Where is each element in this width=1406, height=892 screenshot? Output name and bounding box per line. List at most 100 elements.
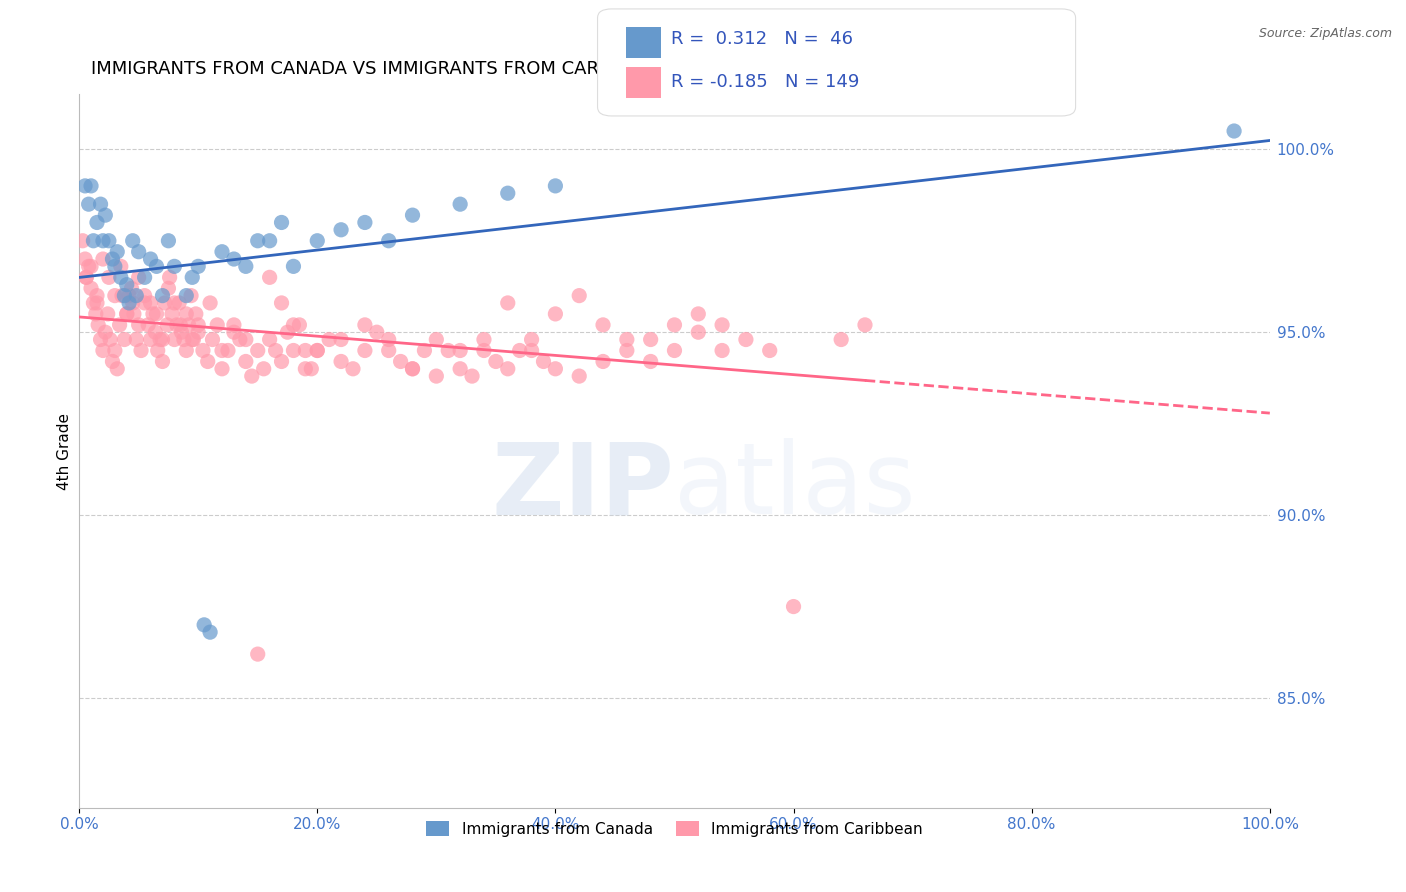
Point <box>782 599 804 614</box>
Point <box>496 361 519 376</box>
Point <box>104 288 127 302</box>
Point <box>270 296 292 310</box>
Point <box>191 343 214 358</box>
Y-axis label: 4th Grade: 4th Grade <box>58 413 72 490</box>
Point <box>118 296 141 310</box>
Point <box>98 333 121 347</box>
Point <box>75 270 97 285</box>
Point <box>94 208 117 222</box>
Point <box>108 318 131 332</box>
Point <box>149 333 172 347</box>
Point <box>758 343 780 358</box>
Point <box>136 318 159 332</box>
Point <box>87 318 110 332</box>
Point <box>544 361 567 376</box>
Point <box>181 333 204 347</box>
Point <box>77 197 100 211</box>
Point <box>86 215 108 229</box>
Point <box>201 333 224 347</box>
Point <box>283 343 305 358</box>
Point <box>122 307 145 321</box>
Point <box>110 270 132 285</box>
Point <box>152 288 174 302</box>
Point <box>354 343 377 358</box>
Point <box>169 318 191 332</box>
Point <box>125 288 148 302</box>
Point <box>246 343 269 358</box>
Point <box>711 343 734 358</box>
Point <box>94 325 117 339</box>
Point <box>401 208 423 222</box>
Point <box>97 234 120 248</box>
Point <box>139 252 162 266</box>
Point <box>159 270 181 285</box>
Point <box>520 333 543 347</box>
Point <box>153 296 176 310</box>
Point <box>105 361 128 376</box>
Point <box>134 270 156 285</box>
Point <box>90 197 112 211</box>
Point <box>544 307 567 321</box>
Point <box>157 281 180 295</box>
Point <box>170 325 193 339</box>
Point <box>330 333 353 347</box>
Point <box>207 318 229 332</box>
Point <box>688 325 710 339</box>
Point <box>184 307 207 321</box>
Point <box>91 343 114 358</box>
Point <box>299 361 322 376</box>
Point <box>187 260 209 274</box>
Point <box>592 354 614 368</box>
Point <box>84 307 107 321</box>
Point <box>830 333 852 347</box>
Point <box>461 369 484 384</box>
Text: atlas: atlas <box>675 438 917 535</box>
Point <box>640 333 662 347</box>
Point <box>121 296 143 310</box>
Point <box>75 178 97 193</box>
Point <box>91 252 114 266</box>
Point <box>330 223 353 237</box>
Point <box>735 333 758 347</box>
Point <box>288 318 311 332</box>
Point <box>377 343 399 358</box>
Point <box>75 252 97 266</box>
Point <box>75 270 97 285</box>
Point <box>240 369 263 384</box>
Point <box>377 234 399 248</box>
Point <box>139 296 162 310</box>
Point <box>354 318 377 332</box>
Point <box>139 333 162 347</box>
Point <box>198 625 221 640</box>
Point <box>142 307 165 321</box>
Point <box>211 361 233 376</box>
Point <box>80 260 103 274</box>
Point <box>413 343 436 358</box>
Point <box>167 296 190 310</box>
Point <box>115 307 138 321</box>
Point <box>174 288 197 302</box>
Point <box>101 354 124 368</box>
Point <box>97 307 120 321</box>
Point <box>270 215 292 229</box>
Point <box>276 325 298 339</box>
Point <box>437 343 460 358</box>
Point <box>270 354 292 368</box>
Point <box>86 288 108 302</box>
Point <box>307 343 329 358</box>
Point <box>259 333 281 347</box>
Point <box>183 333 205 347</box>
Text: Source: ZipAtlas.com: Source: ZipAtlas.com <box>1258 27 1392 40</box>
Point <box>294 361 316 376</box>
Point <box>160 307 183 321</box>
Point <box>342 361 364 376</box>
Point <box>128 244 150 259</box>
Point <box>1223 124 1246 138</box>
Text: R = -0.185   N = 149: R = -0.185 N = 149 <box>671 73 859 91</box>
Point <box>187 325 209 339</box>
Point <box>496 186 519 201</box>
Point <box>77 260 100 274</box>
Point <box>235 354 257 368</box>
Point <box>664 343 686 358</box>
Point <box>111 288 134 302</box>
